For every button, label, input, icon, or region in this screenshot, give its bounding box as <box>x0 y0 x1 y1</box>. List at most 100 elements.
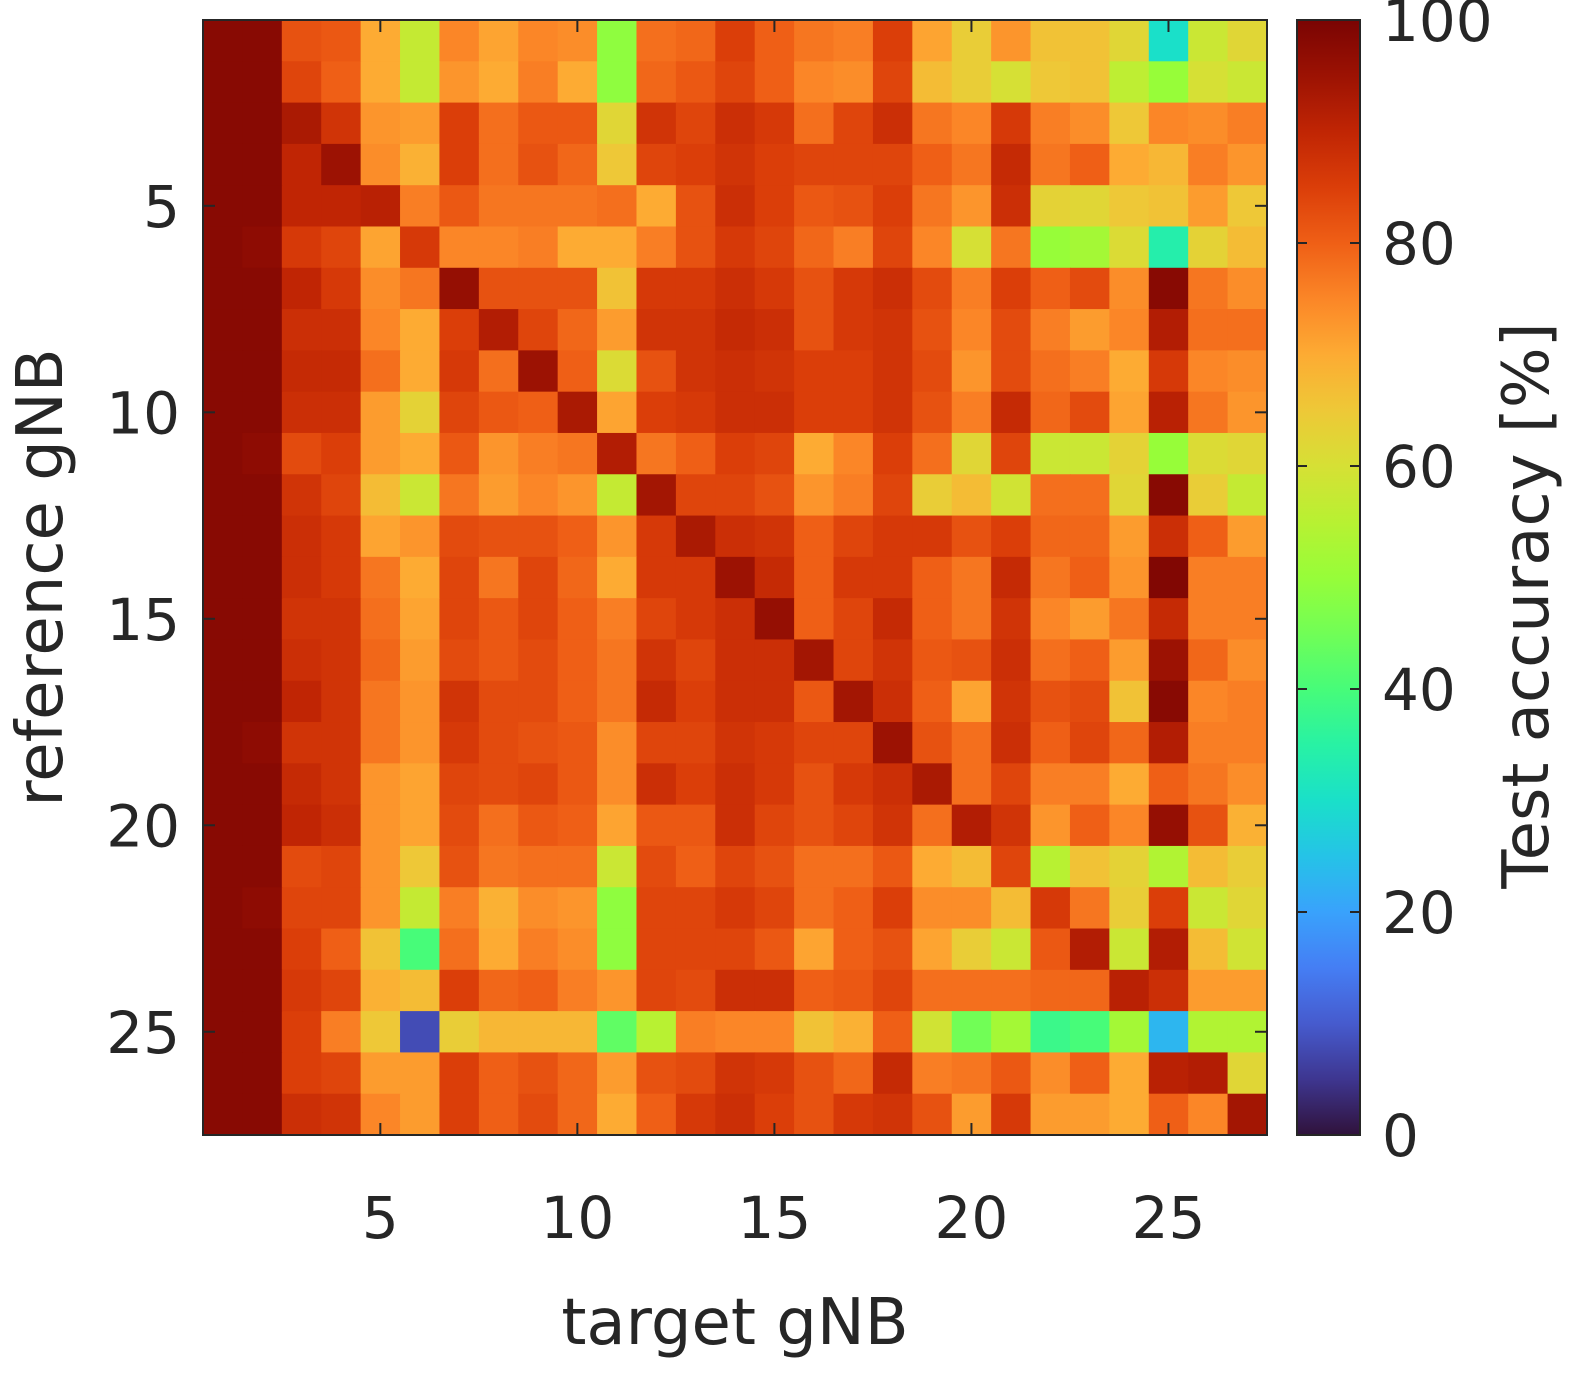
heatmap-cell-r6-c12 <box>636 226 677 269</box>
heatmap-cell-r16-c15 <box>754 639 795 682</box>
heatmap-cell-r23-c19 <box>912 928 953 971</box>
heatmap-cell-r25-c3 <box>281 1011 322 1054</box>
heatmap-cell-r6-c6 <box>400 226 441 269</box>
heatmap-cell-r27-c26 <box>1188 1093 1229 1136</box>
heatmap-cell-r25-c14 <box>715 1011 756 1054</box>
heatmap-cell-r20-c11 <box>597 804 638 847</box>
heatmap-cell-r25-c8 <box>478 1011 519 1054</box>
heatmap-cell-r3-c17 <box>833 102 874 145</box>
heatmap-cell-r26-c8 <box>478 1052 519 1095</box>
heatmap-cell-r16-c11 <box>597 639 638 682</box>
heatmap-cell-r21-c18 <box>872 845 913 888</box>
heatmap-cell-r8-c12 <box>636 309 677 351</box>
heatmap-cell-r9-c7 <box>439 350 480 393</box>
heatmap-cell-r6-c5 <box>360 226 401 269</box>
heatmap-cell-r7-c5 <box>360 267 401 310</box>
heatmap-cell-r19-c20 <box>951 763 992 806</box>
heatmap-cell-r20-c13 <box>675 804 716 847</box>
heatmap-cell-r9-c27 <box>1227 350 1268 393</box>
heatmap-cell-r26-c16 <box>794 1052 835 1095</box>
heatmap-cell-r25-c13 <box>675 1011 716 1054</box>
heatmap-cell-r22-c9 <box>518 887 559 930</box>
heatmap-cell-r4-c16 <box>794 143 835 186</box>
heatmap-cell-r5-c17 <box>833 185 874 228</box>
heatmap-cell-r5-c10 <box>557 185 598 228</box>
heatmap-cell-r18-c9 <box>518 722 559 764</box>
heatmap-cell-r4-c6 <box>400 143 441 186</box>
heatmap-cell-r14-c23 <box>1069 556 1110 599</box>
heatmap-cell-r16-c8 <box>478 639 519 682</box>
heatmap-cell-r11-c5 <box>360 432 401 475</box>
heatmap-cell-r7-c4 <box>321 267 362 310</box>
heatmap-cell-r7-c20 <box>951 267 992 310</box>
heatmap-cell-r15-c22 <box>1030 598 1071 641</box>
heatmap-cell-r8-c15 <box>754 309 795 351</box>
heatmap-cell-r9-c20 <box>951 350 992 393</box>
heatmap-cell-r4-c5 <box>360 143 401 186</box>
heatmap-cell-r18-c25 <box>1148 722 1189 764</box>
heatmap-cell-r4-c20 <box>951 143 992 186</box>
heatmap-cell-r19-c21 <box>991 763 1032 806</box>
heatmap-cell-r7-c24 <box>1109 267 1150 310</box>
heatmap-cell-r8-c22 <box>1030 309 1071 351</box>
heatmap-cell-r16-c6 <box>400 639 441 682</box>
heatmap-cell-r27-c22 <box>1030 1093 1071 1136</box>
heatmap-cell-r8-c16 <box>794 309 835 351</box>
heatmap-cell-r11-c21 <box>991 432 1032 475</box>
x-tick-label-20: 20 <box>935 1184 1009 1252</box>
heatmap-cell-r18-c11 <box>597 722 638 764</box>
heatmap-cell-r8-c3 <box>281 309 322 351</box>
heatmap-cell-r11-c6 <box>400 432 441 475</box>
heatmap-cell-r4-c13 <box>675 143 716 186</box>
heatmap-cell-r8-c6 <box>400 309 441 351</box>
heatmap-cell-r11-c2 <box>242 432 283 475</box>
heatmap-cell-r13-c26 <box>1188 515 1229 558</box>
heatmap-cell-r24-c26 <box>1188 969 1229 1012</box>
heatmap-cell-r19-c9 <box>518 763 559 806</box>
heatmap-cell-r15-c26 <box>1188 598 1229 641</box>
heatmap-cell-r7-c1 <box>203 267 244 310</box>
heatmap-cell-r3-c18 <box>872 102 913 145</box>
heatmap-cell-r4-c24 <box>1109 143 1150 186</box>
heatmap-cell-r19-c7 <box>439 763 480 806</box>
heatmap-cell-r2-c6 <box>400 61 441 104</box>
heatmap-cell-r27-c4 <box>321 1093 362 1136</box>
heatmap-cell-r23-c14 <box>715 928 756 971</box>
heatmap-cell-r14-c14 <box>715 556 756 599</box>
heatmap-cell-r2-c11 <box>597 61 638 104</box>
heatmap-cell-r5-c13 <box>675 185 716 228</box>
heatmap-cell-r16-c25 <box>1148 639 1189 682</box>
heatmap-cell-r22-c15 <box>754 887 795 930</box>
heatmap-cell-r2-c15 <box>754 61 795 104</box>
heatmap-cell-r13-c15 <box>754 515 795 558</box>
heatmap-cell-r6-c18 <box>872 226 913 269</box>
heatmap-cell-r15-c6 <box>400 598 441 641</box>
heatmap-cell-r4-c9 <box>518 143 559 186</box>
heatmap-cell-r8-c11 <box>597 309 638 351</box>
heatmap-cell-r25-c18 <box>872 1011 913 1054</box>
heatmap-cell-r20-c23 <box>1069 804 1110 847</box>
heatmap-cell-r27-c11 <box>597 1093 638 1136</box>
heatmap-cell-r2-c16 <box>794 61 835 104</box>
heatmap-cell-r12-c19 <box>912 474 953 517</box>
heatmap-cell-r13-c3 <box>281 515 322 558</box>
heatmap-cell-r1-c24 <box>1109 20 1150 62</box>
heatmap-cell-r12-c5 <box>360 474 401 517</box>
heatmap-cell-r11-c7 <box>439 432 480 475</box>
heatmap-cell-r24-c3 <box>281 969 322 1012</box>
y-axis-label: reference gNB <box>4 348 78 806</box>
heatmap-cell-r16-c4 <box>321 639 362 682</box>
heatmap-cell-r16-c20 <box>951 639 992 682</box>
heatmap-cell-r7-c17 <box>833 267 874 310</box>
heatmap-cell-r2-c26 <box>1188 61 1229 104</box>
heatmap-cell-r3-c19 <box>912 102 953 145</box>
heatmap-cell-r26-c6 <box>400 1052 441 1095</box>
heatmap-cell-r25-c4 <box>321 1011 362 1054</box>
heatmap-cell-r17-c10 <box>557 680 598 723</box>
heatmap-cell-r15-c20 <box>951 598 992 641</box>
heatmap-cell-r23-c10 <box>557 928 598 971</box>
heatmap-cell-r25-c15 <box>754 1011 795 1054</box>
heatmap-cell-r2-c24 <box>1109 61 1150 104</box>
x-axis-ticks: 5 10 15 20 25 <box>362 20 1205 1252</box>
heatmap-cell-r20-c19 <box>912 804 953 847</box>
